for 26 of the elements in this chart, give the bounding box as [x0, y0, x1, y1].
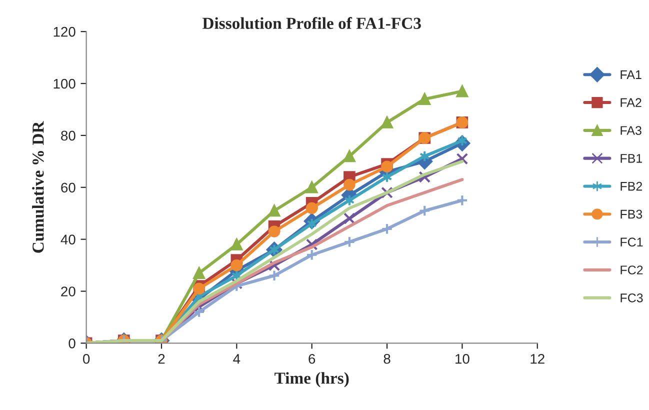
legend-label: FB2	[620, 182, 642, 191]
legend-label: FA1	[620, 70, 642, 79]
y-axis-title: Cumulative % DR	[32, 121, 44, 253]
y-tick-label: 100	[54, 78, 76, 89]
legend-label: FC3	[620, 293, 643, 302]
legend-label: FB1	[620, 154, 642, 163]
x-tick-label: 2	[158, 354, 165, 364]
y-tick-label: 0	[68, 338, 76, 348]
x-tick-label: 8	[384, 354, 390, 364]
y-tick-label: 60	[61, 182, 76, 193]
chart-title: Dissolution Profile of FA1-FC3	[202, 17, 421, 29]
x-tick-label: 4	[233, 354, 240, 364]
legend-label: FA2	[620, 98, 642, 107]
legend-label: FC1	[620, 238, 643, 247]
x-tick-label: 6	[308, 354, 316, 364]
y-tick-label: 20	[61, 286, 76, 296]
x-tick-label: 12	[530, 354, 544, 364]
y-tick-label: 80	[61, 130, 76, 141]
legend-label: FC2	[620, 266, 643, 274]
y-tick-label: 40	[60, 234, 76, 244]
x-axis-title: Time (hrs)	[274, 372, 349, 388]
legend-label: FA3	[620, 126, 642, 135]
legend-label: FB3	[620, 210, 642, 219]
x-tick-label: 10	[456, 354, 470, 364]
y-tick-label: 120	[54, 26, 76, 37]
x-tick-label: 0	[83, 354, 90, 364]
